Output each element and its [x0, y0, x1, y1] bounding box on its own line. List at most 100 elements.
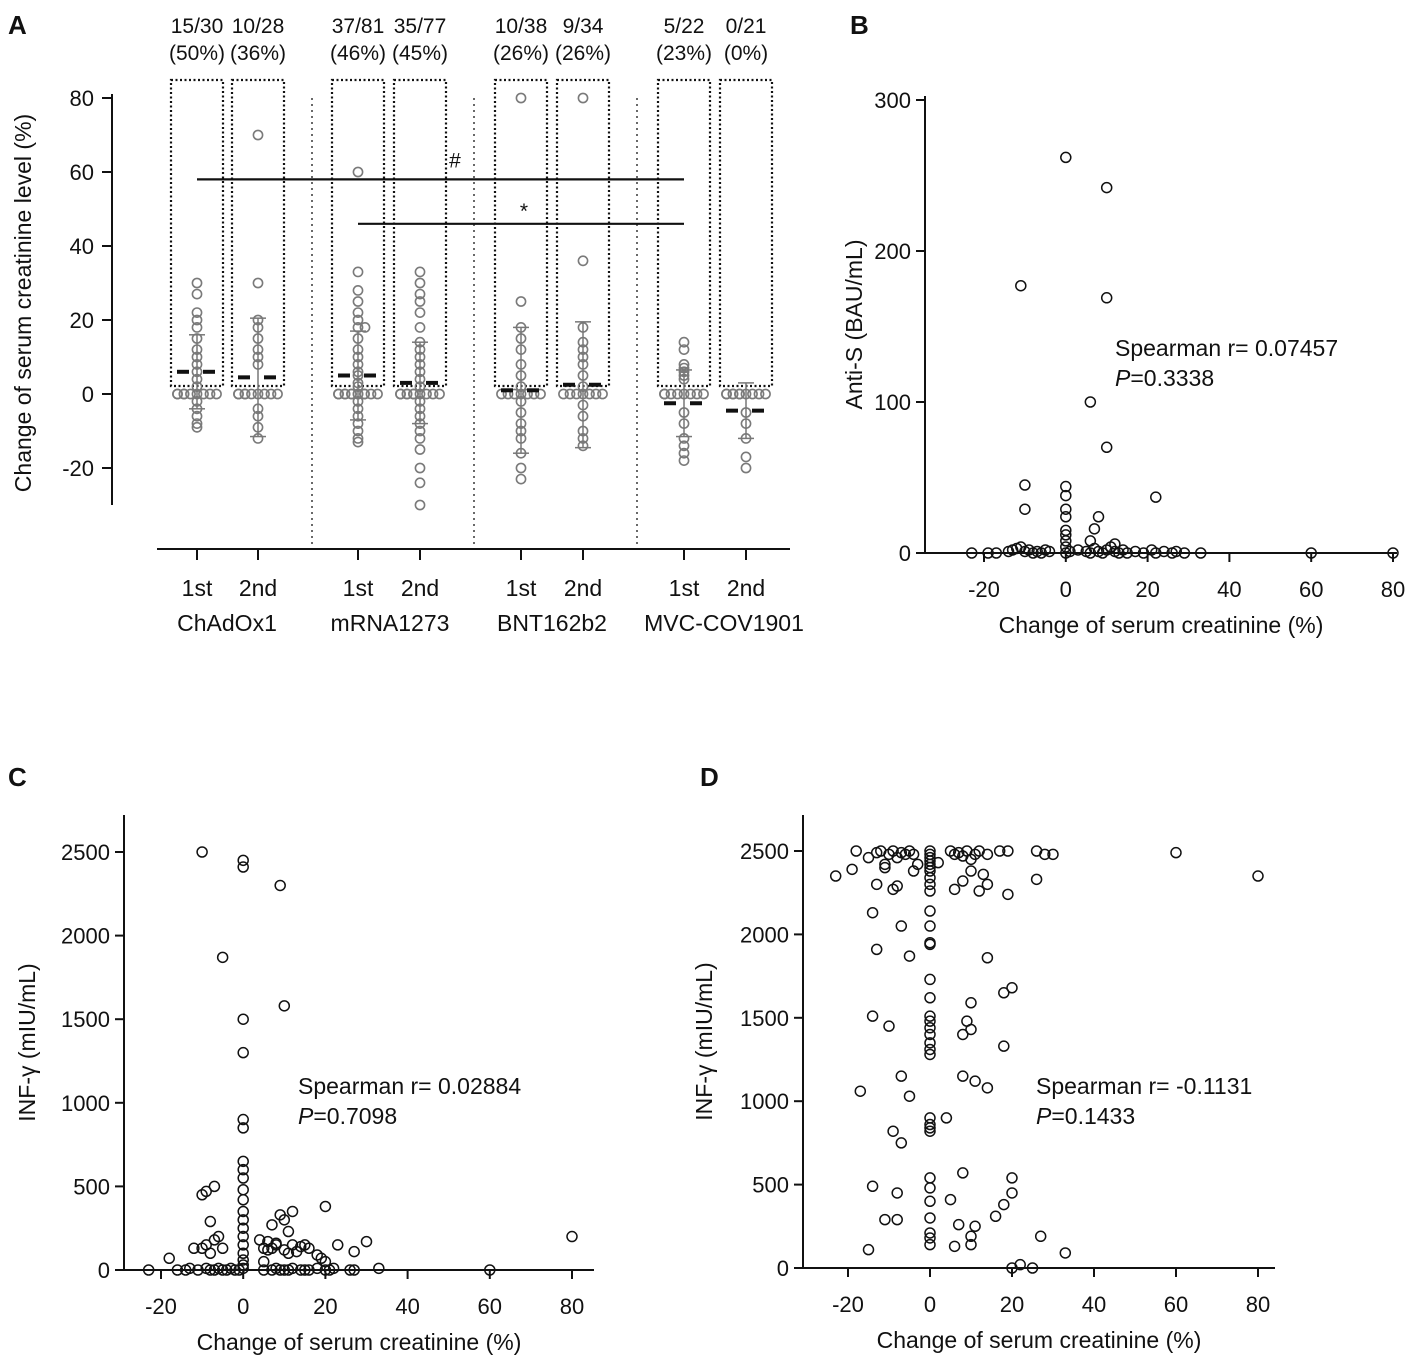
data-point [850, 845, 862, 857]
group-point [352, 425, 364, 437]
group-point [740, 462, 752, 474]
group-point [239, 388, 251, 400]
y-tick-label: 0 [98, 1258, 110, 1283]
x-tick-label: 0 [1060, 577, 1072, 602]
group-point [414, 296, 426, 307]
data-point [924, 920, 936, 932]
group-point [414, 288, 426, 300]
data-point [957, 1028, 969, 1041]
x-tick-label: 20 [1135, 577, 1159, 602]
group-point [672, 388, 683, 400]
x-tick-label: 80 [1246, 1292, 1270, 1317]
data-point [1039, 848, 1051, 861]
data-point [1150, 547, 1162, 559]
spearman-annotation: Spearman r= -0.1131 [1036, 1073, 1252, 1099]
data-point [891, 880, 903, 892]
data-point [216, 1264, 229, 1276]
y-tick-label: 2500 [740, 839, 789, 864]
data-point [924, 1015, 936, 1027]
group-point [191, 314, 203, 326]
group-point [414, 432, 426, 444]
data-point [924, 1232, 936, 1244]
data-point [907, 848, 920, 861]
x-axis-title: Change of serum creatinine (%) [877, 1327, 1202, 1353]
data-point [344, 1264, 356, 1276]
data-point [924, 1118, 936, 1131]
y-tick-label: 1500 [61, 1007, 110, 1032]
data-point [196, 846, 208, 858]
data-point [965, 1023, 977, 1036]
group-point [191, 277, 203, 289]
data-point [294, 1264, 307, 1276]
data-point [142, 1264, 155, 1276]
data-point [270, 1239, 282, 1251]
data-point [965, 1230, 977, 1243]
x-tick-label: 20 [1000, 1292, 1024, 1317]
data-point [990, 547, 1003, 559]
group-point [395, 388, 406, 400]
group-fraction: 10/38 [495, 15, 548, 38]
data-point [862, 1243, 875, 1256]
data-point [924, 905, 936, 917]
data-point [924, 1022, 936, 1034]
group-point [414, 307, 426, 318]
group-point [427, 388, 439, 400]
y-tick-label: 20 [70, 308, 94, 333]
y-tick-label: 500 [73, 1174, 110, 1199]
group-point [515, 92, 527, 104]
group-fraction: 15/30 [171, 15, 224, 38]
data-point [879, 1213, 891, 1226]
data-point [1026, 1262, 1039, 1274]
y-tick-label: 0 [82, 382, 94, 407]
data-point [924, 1195, 936, 1208]
data-point [891, 1187, 903, 1199]
group-point [434, 388, 445, 400]
data-point [1170, 846, 1182, 859]
data-point [1195, 547, 1207, 559]
data-point [286, 1205, 299, 1218]
group-point [678, 344, 690, 355]
group-point [414, 444, 426, 455]
group-point [204, 388, 216, 400]
data-point [278, 1000, 291, 1012]
group-point [414, 462, 426, 474]
data-point [1060, 503, 1072, 515]
data-point [965, 865, 977, 877]
data-point [1060, 480, 1072, 493]
dose-label: 2nd [727, 575, 765, 601]
data-point [957, 1070, 969, 1082]
data-point [924, 885, 936, 897]
y-tick-label: 1000 [740, 1089, 789, 1114]
dose-label: 1st [669, 575, 700, 601]
group-fraction: 35/77 [394, 15, 447, 38]
group-point [333, 388, 344, 400]
group-point [678, 336, 690, 348]
group-point [401, 388, 413, 400]
data-point [258, 1264, 270, 1276]
data-point [903, 1090, 916, 1102]
data-point [965, 997, 977, 1009]
data-point [566, 1230, 578, 1243]
group-point [352, 314, 364, 326]
group-point [747, 388, 758, 400]
data-point [993, 845, 1006, 857]
data-point [1002, 888, 1014, 901]
data-point [924, 938, 936, 951]
group-point [584, 388, 595, 400]
group-point [265, 388, 277, 400]
group-percent: (36%) [230, 42, 286, 65]
data-point [274, 879, 286, 892]
data-point [311, 1262, 323, 1275]
data-point [237, 1205, 249, 1218]
data-point [237, 1172, 249, 1184]
data-point [981, 878, 994, 891]
y-tick-label: -20 [62, 456, 94, 481]
data-point [237, 1163, 249, 1176]
group-point [198, 388, 209, 400]
data-point [924, 1048, 936, 1061]
group-point [535, 388, 546, 400]
data-point [212, 1230, 225, 1243]
y-tick-label: 2500 [61, 840, 110, 865]
data-point [1088, 523, 1101, 535]
data-point [948, 883, 961, 896]
